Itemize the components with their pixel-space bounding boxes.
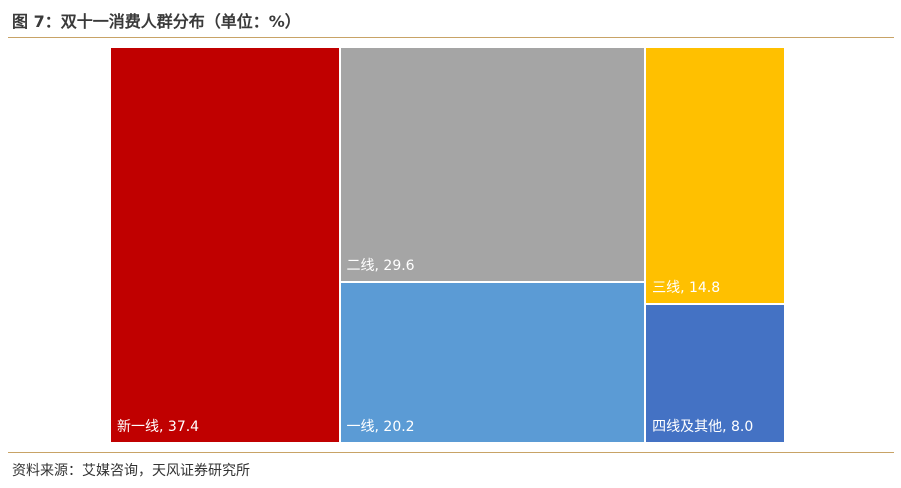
- category-label: 四线及其他: [652, 418, 723, 435]
- title-rule: [8, 37, 894, 38]
- value-label: 37.4: [167, 419, 200, 435]
- treemap-cell: 三线, 14.8: [645, 47, 785, 305]
- category-label: 二线: [346, 258, 375, 275]
- value-label: 8.0: [730, 418, 754, 435]
- chart-title: 图 7：双十一消费人群分布（单位：%）: [12, 12, 301, 31]
- source-rule: [8, 452, 894, 453]
- category-label: 一线: [346, 418, 375, 435]
- plot-area: 新一线, 37.4 二线, 29.6 一线, 20.2 三线, 14.8 四线及其他, …: [110, 47, 785, 443]
- source-note: 资料来源：艾媒咨询，天风证券研究所: [12, 463, 250, 479]
- cell-label: 一线, 20.2: [347, 418, 641, 436]
- treemap-cell: 二线, 29.6: [339, 47, 646, 283]
- label-separator: ,: [159, 419, 168, 435]
- cell-label: 三线, 14.8: [652, 279, 780, 297]
- value-label: 14.8: [688, 280, 721, 297]
- category-label: 新一线: [117, 419, 159, 435]
- treemap-cell: 一线, 20.2: [339, 282, 646, 443]
- label-separator: ,: [722, 418, 731, 435]
- cell-label: 新一线, 37.4: [117, 418, 335, 436]
- treemap-cell: 新一线, 37.4: [110, 47, 340, 443]
- label-separator: ,: [680, 280, 689, 297]
- value-label: 29.6: [383, 258, 415, 275]
- cell-label: 四线及其他, 8.0: [652, 418, 780, 436]
- value-label: 20.2: [383, 418, 415, 435]
- treemap-cell: 四线及其他, 8.0: [645, 304, 785, 443]
- label-separator: ,: [374, 418, 384, 435]
- label-separator: ,: [374, 258, 384, 275]
- category-label: 三线: [652, 280, 681, 297]
- cell-label: 二线, 29.6: [347, 257, 641, 275]
